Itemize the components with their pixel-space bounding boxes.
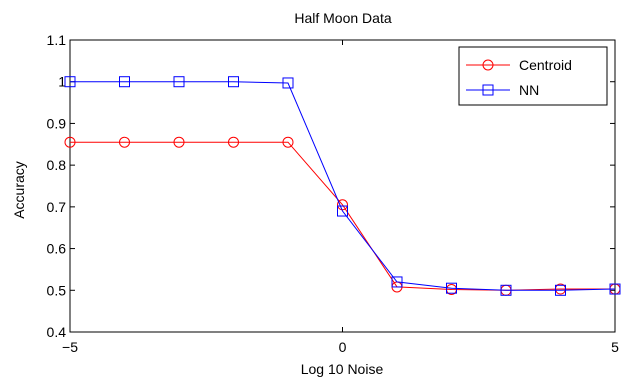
legend-marker-nn: [482, 84, 494, 96]
chart-title: Half Moon Data: [294, 10, 391, 26]
legend-label-centroid: Centroid: [519, 57, 572, 73]
x-axis-label: Log 10 Noise: [301, 361, 384, 377]
y-tick-label: 0.6: [47, 241, 67, 257]
data-point-nn: [609, 283, 621, 295]
x-tick-label: 5: [611, 339, 619, 355]
data-point-centroid: [173, 136, 185, 148]
data-point-nn: [173, 76, 185, 88]
y-tick-label: 0.9: [47, 115, 67, 131]
data-point-nn: [228, 76, 239, 88]
data-point-nn: [555, 284, 566, 296]
y-tick-label: 0.4: [47, 324, 67, 340]
data-point-centroid: [64, 136, 76, 148]
plot-area: 0.4 0.5 0.6 0.7 0.8 0.9 1 1.1 −5 0 5 Centroid NN: [47, 32, 621, 355]
data-point-nn: [282, 77, 294, 89]
x-tick-label: 0: [339, 339, 347, 355]
data-point-centroid: [282, 136, 294, 148]
legend-marker-centroid: [482, 59, 494, 71]
y-axis-label: Accuracy: [11, 161, 27, 219]
data-point-centroid: [228, 136, 239, 148]
data-point-centroid: [119, 136, 130, 148]
y-tick-label: 1: [58, 74, 66, 90]
x-tick-label: −5: [62, 339, 78, 355]
data-point-nn: [337, 205, 348, 217]
y-tick-label: 0.8: [47, 157, 67, 173]
data-point-nn: [119, 76, 130, 88]
data-point-nn: [446, 282, 457, 294]
y-tick-label: 0.5: [47, 282, 67, 298]
series-line-nn: [70, 81, 616, 291]
legend-label-nn: NN: [519, 82, 539, 98]
y-tick-label: 1.1: [47, 32, 67, 48]
y-tick-label: 0.7: [47, 199, 67, 215]
data-point-nn: [391, 276, 403, 288]
data-point-nn: [500, 284, 512, 296]
data-point-nn: [64, 76, 76, 88]
